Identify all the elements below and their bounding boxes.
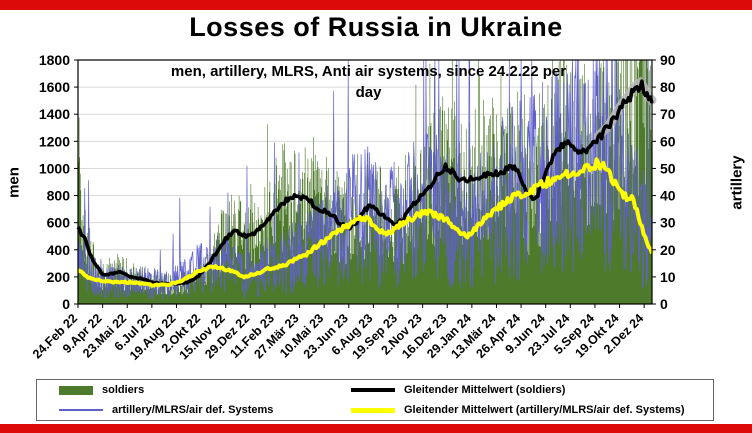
svg-text:40: 40	[660, 188, 676, 204]
svg-text:30: 30	[660, 215, 676, 231]
legend-swatch-soldiers-avg	[351, 388, 395, 392]
bottom-red-bar	[0, 424, 752, 433]
svg-text:1800: 1800	[39, 52, 70, 68]
legend-swatch-artillery	[59, 409, 103, 411]
svg-text:0: 0	[660, 296, 668, 312]
right-axis-title: artillery	[728, 155, 746, 210]
svg-text:20: 20	[660, 242, 676, 258]
legend-label-artillery-avg: Gleitender Mittelwert (artillery/MLRS/ai…	[404, 404, 685, 416]
chart-legend: soldiers Gleitender Mittelwert (soldiers…	[36, 379, 714, 421]
legend-swatch-soldiers	[59, 385, 93, 395]
legend-item-soldiers: soldiers	[59, 384, 351, 396]
legend-item-artillery-avg: Gleitender Mittelwert (artillery/MLRS/ai…	[351, 404, 713, 416]
svg-text:70: 70	[660, 106, 676, 122]
chart-title: Losses of Russia in Ukraine	[189, 12, 563, 42]
svg-text:80: 80	[660, 79, 676, 95]
svg-text:0: 0	[62, 296, 70, 312]
svg-text:800: 800	[47, 188, 71, 204]
svg-text:600: 600	[47, 215, 71, 231]
svg-text:1200: 1200	[39, 133, 70, 149]
svg-text:10: 10	[660, 269, 676, 285]
svg-text:50: 50	[660, 160, 676, 176]
top-red-bar	[0, 0, 752, 10]
svg-text:1600: 1600	[39, 79, 70, 95]
legend-swatch-artillery-avg	[351, 407, 395, 413]
svg-text:90: 90	[660, 52, 676, 68]
legend-item-soldiers-avg: Gleitender Mittelwert (soldiers)	[351, 384, 713, 396]
legend-label-soldiers-avg: Gleitender Mittelwert (soldiers)	[404, 384, 566, 396]
left-axis-title: men	[5, 167, 23, 198]
svg-text:200: 200	[47, 269, 71, 285]
chart-canvas: 0 200 400 600 800 1000 1200 1400 1600 1800 0 10 20 30…	[30, 52, 676, 363]
legend-label-soldiers: soldiers	[102, 384, 145, 396]
svg-text:1000: 1000	[39, 160, 70, 176]
svg-text:60: 60	[660, 133, 676, 149]
svg-text:1400: 1400	[39, 106, 70, 122]
legend-label-artillery: artillery/MLRS/air def. Systems	[112, 404, 274, 416]
legend-item-artillery: artillery/MLRS/air def. Systems	[59, 404, 351, 416]
svg-text:400: 400	[47, 242, 71, 258]
